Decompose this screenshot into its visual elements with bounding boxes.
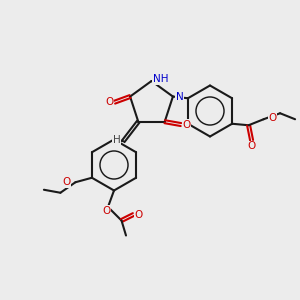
Text: NH: NH <box>153 74 169 85</box>
Text: O: O <box>63 177 71 187</box>
Text: N: N <box>176 92 184 101</box>
Text: O: O <box>135 209 143 220</box>
Text: O: O <box>182 120 190 130</box>
Text: O: O <box>102 206 111 216</box>
Text: O: O <box>248 141 256 151</box>
Text: O: O <box>105 97 113 107</box>
Text: O: O <box>268 113 276 123</box>
Text: H: H <box>113 135 121 145</box>
